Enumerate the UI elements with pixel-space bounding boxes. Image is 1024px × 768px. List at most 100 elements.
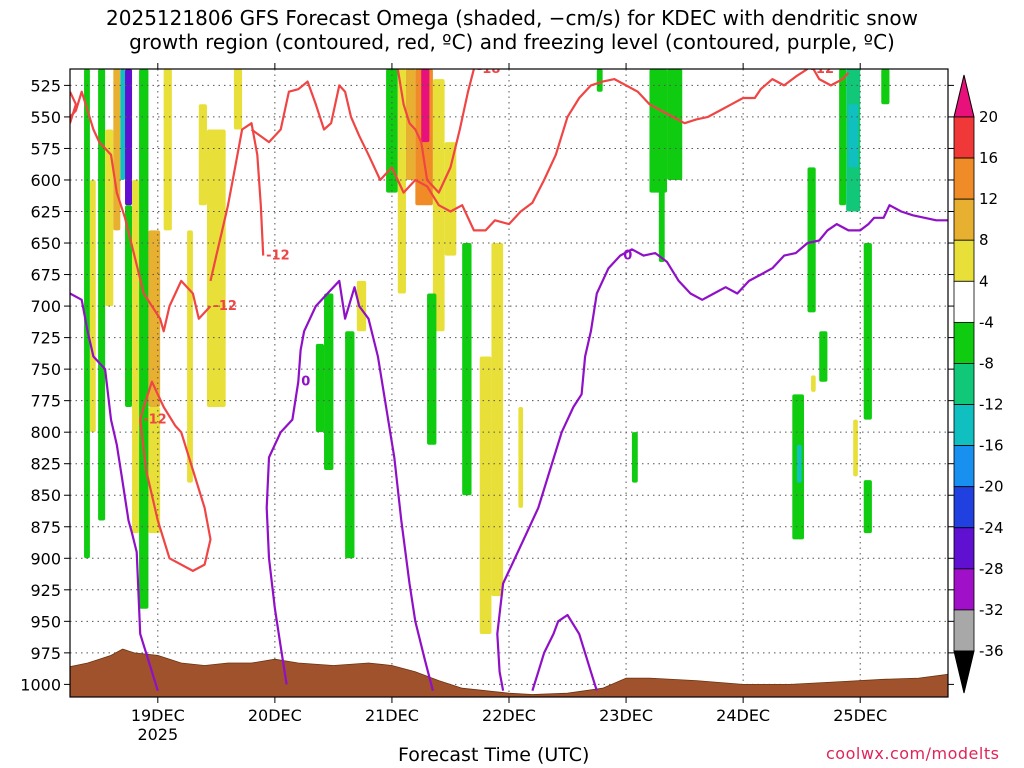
omega-cell-11 bbox=[148, 406, 161, 534]
omega-cell-43 bbox=[839, 69, 847, 206]
y-tick-label: 825 bbox=[30, 455, 61, 474]
freezing-level-contour-2 bbox=[531, 613, 598, 692]
colorbar-bin-6 bbox=[953, 363, 975, 405]
chart-title: 2025121806 GFS Forecast Omega (shaded, −… bbox=[0, 6, 1024, 54]
x-tick-label: 19DEC bbox=[131, 706, 185, 725]
terrain-surface bbox=[70, 648, 948, 697]
y-tick-label: 650 bbox=[30, 234, 61, 253]
y-tick-label: 525 bbox=[30, 76, 61, 95]
colorbar-bin-1 bbox=[953, 157, 975, 200]
y-tick-label: 700 bbox=[30, 297, 61, 316]
snow-growth-contour-0-label: -12 bbox=[213, 299, 237, 314]
omega-cell-3 bbox=[105, 129, 114, 307]
omega-cell-32 bbox=[518, 406, 524, 508]
freezing-level-contour-1-label: 0 bbox=[301, 375, 310, 390]
colorbar-label: -4 bbox=[979, 313, 994, 331]
snow-growth-contour-5 bbox=[70, 91, 77, 124]
colorbar-top-arrow bbox=[953, 74, 975, 118]
y-tick-label: 625 bbox=[30, 202, 61, 221]
colorbar-bin-5 bbox=[953, 321, 975, 364]
omega-cell-22 bbox=[397, 69, 406, 294]
colorbar-label: -32 bbox=[979, 601, 1004, 619]
colorbar-label: -16 bbox=[979, 437, 1004, 455]
omega-cell-48 bbox=[863, 480, 872, 534]
colorbar-bin-7 bbox=[953, 404, 975, 447]
omega-cell-42 bbox=[819, 331, 828, 382]
omega-cell-16 bbox=[233, 69, 243, 130]
x-tick-label: 21DEC bbox=[365, 706, 419, 725]
colorbar-label: -8 bbox=[979, 354, 994, 372]
colorbar-bin-3 bbox=[953, 239, 975, 282]
y-tick-label: 575 bbox=[30, 139, 61, 158]
omega-cell-14 bbox=[198, 104, 207, 206]
y-tick-label: 950 bbox=[30, 612, 61, 631]
x-tick-label: 23DEC bbox=[599, 706, 653, 725]
omega-cell-47 bbox=[863, 243, 872, 420]
snow-growth-contour-1-label: -12 bbox=[266, 249, 290, 264]
snow-growth-contour-6 bbox=[812, 69, 850, 87]
y-tick-label: 975 bbox=[30, 644, 61, 663]
colorbar-label: 16 bbox=[979, 149, 998, 167]
colorbar-label: -24 bbox=[979, 519, 1004, 537]
omega-cell-6 bbox=[125, 69, 133, 206]
y-tick-label: 1000 bbox=[20, 675, 61, 694]
omega-cell-45 bbox=[848, 104, 858, 168]
y-tick-label: 675 bbox=[30, 266, 61, 285]
y-tick-label: 775 bbox=[30, 392, 61, 411]
y-tick-label: 925 bbox=[30, 581, 61, 600]
y-tick-label: 750 bbox=[30, 360, 61, 379]
omega-cell-39 bbox=[796, 444, 802, 483]
credit-link[interactable]: coolwx.com/modelts bbox=[826, 744, 1000, 763]
omega-cell-19 bbox=[345, 331, 355, 559]
omega-cell-36 bbox=[658, 179, 665, 262]
omega-cell-33 bbox=[596, 69, 603, 92]
omega-cell-18 bbox=[324, 293, 334, 471]
y-tick-label: 850 bbox=[30, 486, 61, 505]
x-axis-label: Forecast Time (UTC) bbox=[398, 744, 590, 766]
omega-cell-30 bbox=[479, 356, 492, 634]
omega-cell-13 bbox=[187, 230, 193, 483]
colorbar-label: -20 bbox=[979, 478, 1004, 496]
x-tick-label: 24DEC bbox=[716, 706, 770, 725]
colorbar-bottom-arrow bbox=[953, 650, 975, 694]
omega-cell-9 bbox=[139, 69, 149, 609]
colorbar-bin-12 bbox=[953, 609, 975, 652]
omega-cell-40 bbox=[807, 167, 816, 313]
colorbar-bin-0 bbox=[953, 116, 975, 159]
omega-cell-4 bbox=[113, 69, 121, 231]
omega-cell-5 bbox=[120, 69, 126, 180]
snow-growth-contour-3 bbox=[396, 69, 475, 194]
freezing-level-contour-3-label: 0 bbox=[623, 249, 632, 264]
omega-cell-46 bbox=[853, 419, 858, 477]
omega-cell-20 bbox=[356, 280, 367, 332]
freezing-level-contour-1 bbox=[265, 279, 434, 691]
omega-cell-27 bbox=[427, 293, 437, 445]
colorbar-label: 4 bbox=[979, 272, 989, 290]
contour-layer: -12 -12 -12 -18 -12 0 0 bbox=[70, 62, 948, 692]
omega-cell-10 bbox=[148, 230, 161, 407]
omega-cell-15 bbox=[206, 129, 226, 407]
omega-cell-28 bbox=[444, 142, 457, 256]
snow-growth-contour-3-label: -18 bbox=[477, 62, 501, 77]
colorbar-bin-8 bbox=[953, 445, 975, 488]
freezing-level-contour-0 bbox=[70, 292, 159, 692]
omega-cell-12 bbox=[163, 69, 172, 231]
omega-shading-layer bbox=[84, 69, 890, 634]
y-axis: 525 550 575 600 625 650 675 700 725 750 775 800 825 8… bbox=[20, 76, 954, 694]
colorbar-bin-10 bbox=[953, 527, 975, 570]
chart-title-line1: 2025121806 GFS Forecast Omega (shaded, −… bbox=[106, 6, 918, 30]
colorbar-label: -28 bbox=[979, 560, 1004, 578]
omega-cell-2 bbox=[98, 69, 106, 521]
y-tick-label: 600 bbox=[30, 171, 61, 190]
colorbar-bin-9 bbox=[953, 486, 975, 529]
colorbar-label: -36 bbox=[979, 642, 1004, 660]
omega-cell-31 bbox=[491, 243, 504, 597]
x-tick-label: 25DEC bbox=[833, 706, 887, 725]
colorbar-label: 20 bbox=[979, 108, 998, 126]
x-tick-sublabel: 2025 bbox=[137, 725, 178, 744]
snow-growth-contour-4-label: -12 bbox=[143, 413, 167, 428]
terrain-layer bbox=[70, 648, 948, 697]
omega-cell-34 bbox=[631, 432, 638, 483]
y-tick-label: 725 bbox=[30, 329, 61, 348]
